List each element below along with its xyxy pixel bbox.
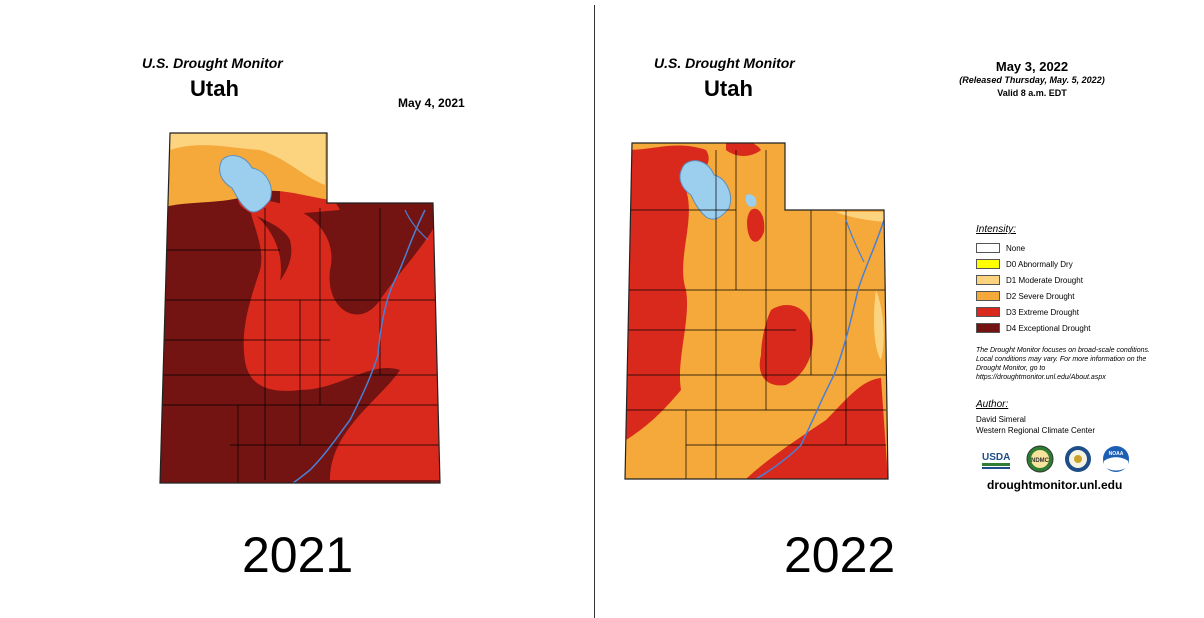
state-name: Utah	[704, 76, 753, 101]
ndmc-logo-icon: NDMC	[1026, 445, 1054, 473]
map-date: May 3, 2022	[995, 59, 1069, 74]
release-date: (Released Thursday, May. 5, 2022)	[959, 75, 1105, 85]
legend-label: D0 Abnormally Dry	[1006, 259, 1073, 269]
year-label-2021: 2021	[242, 527, 354, 583]
map-panel-2022: U.S. Drought Monitor Utah May 3, 2022 (R…	[596, 0, 1204, 618]
utah-lake	[254, 184, 266, 202]
monitor-title: U.S. Drought Monitor	[654, 55, 795, 71]
map-date: May 4, 2021	[398, 96, 465, 110]
svg-text:NDMC: NDMC	[1031, 458, 1050, 464]
noaa-logo-icon: NOAA	[1103, 446, 1129, 472]
legend-label: D2 Severe Drought	[1006, 291, 1075, 301]
legend-swatch-d0	[976, 259, 1000, 269]
source-url[interactable]: droughtmonitor.unl.edu	[987, 478, 1123, 492]
utah-lake	[745, 194, 757, 207]
legend-item-d1: D1 Moderate Drought	[976, 272, 1176, 288]
svg-text:NOAA: NOAA	[1109, 451, 1124, 457]
legend-note: The Drought Monitor focuses on broad-sca…	[976, 347, 1150, 381]
panel-divider	[594, 5, 595, 618]
commerce-seal-icon	[1065, 446, 1091, 472]
legend-swatch-d3	[976, 307, 1000, 317]
svg-text:USDA: USDA	[982, 452, 1010, 463]
legend-swatch-d1	[976, 275, 1000, 285]
legend-item-d2: D2 Severe Drought	[976, 288, 1176, 304]
extreme-drought-central	[759, 305, 814, 386]
legend-label: D1 Moderate Drought	[1006, 275, 1083, 285]
county-lines	[626, 150, 886, 479]
state-name: Utah	[190, 76, 239, 101]
agency-logos: USDA NDMC NOAA	[982, 445, 1129, 473]
legend-label: D3 Extreme Drought	[1006, 307, 1079, 317]
map-panel-2021: U.S. Drought Monitor Utah May 4, 2021	[0, 0, 594, 618]
legend-swatch-d4	[976, 323, 1000, 333]
extreme-drought-west	[626, 166, 689, 440]
legend-label: D4 Exceptional Drought	[1006, 323, 1091, 333]
extreme-drought-north-pocket	[726, 143, 761, 156]
utah-drought-map-2021	[159, 132, 441, 484]
legend-label: None	[1006, 243, 1026, 253]
ridge-extreme-drought	[243, 210, 281, 360]
state-border	[159, 132, 441, 484]
extreme-drought-southeast	[746, 378, 888, 479]
legend-title: Intensity:	[976, 224, 1017, 235]
legend-item-none: None	[976, 240, 1176, 256]
author-org: Western Regional Climate Center	[976, 426, 1096, 435]
moderate-drought-ne	[836, 212, 884, 222]
legend-item-d3: D3 Extreme Drought	[976, 304, 1176, 320]
moderate-drought-region	[170, 133, 325, 185]
author-heading: Author:	[976, 399, 1009, 410]
green-river	[404, 209, 429, 241]
utah-drought-map-2022	[624, 142, 889, 480]
green-river	[845, 219, 865, 263]
legend-swatch-none	[976, 243, 1000, 253]
legend-swatch-d2	[976, 291, 1000, 301]
great-salt-lake	[679, 160, 731, 220]
legend-item-d0: D0 Abnormally Dry	[976, 256, 1176, 272]
intensity-legend: Intensity: None D0 Abnormally Dry D1 Mod…	[976, 224, 1176, 336]
extreme-drought-region	[238, 199, 440, 480]
author-name: David Simeral	[976, 415, 1026, 424]
extreme-drought-wasatch	[747, 208, 765, 242]
state-border	[624, 142, 889, 480]
legend-item-d4: D4 Exceptional Drought	[976, 320, 1176, 336]
moderate-drought-east	[873, 290, 884, 360]
year-label-2022: 2022	[784, 527, 896, 583]
monitor-title: U.S. Drought Monitor	[142, 55, 283, 71]
valid-time: Valid 8 a.m. EDT	[997, 88, 1067, 98]
colorado-river	[289, 209, 426, 483]
county-lines	[160, 208, 440, 483]
usda-logo-icon: USDA	[982, 452, 1010, 469]
colorado-river	[755, 219, 885, 479]
